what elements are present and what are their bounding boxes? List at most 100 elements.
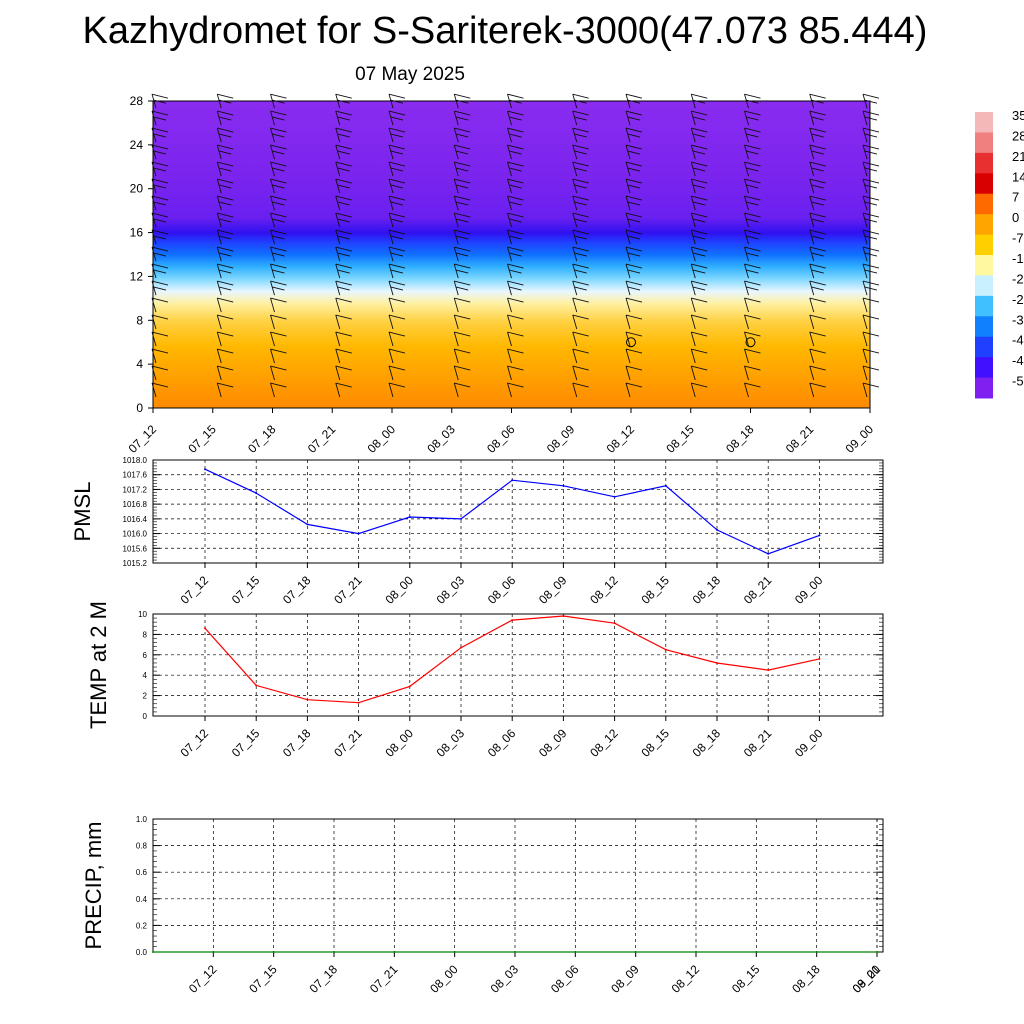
wind-barb-flag <box>572 93 589 99</box>
wind-barb-shaft <box>388 144 394 160</box>
wind-barb-flag <box>272 252 285 257</box>
wind-barb-shaft <box>335 144 341 160</box>
wind-barb-shaft <box>572 246 578 262</box>
wind-barb-flag <box>217 246 234 252</box>
wind-barb-flag <box>456 150 469 155</box>
wind-barb-shaft <box>216 94 222 109</box>
wind-barb-flag <box>572 348 589 354</box>
wind-barb-flag <box>744 161 761 167</box>
wind-barb-flag <box>572 161 589 167</box>
wind-barb-flag <box>809 110 826 116</box>
wind-barb-shaft <box>862 144 868 160</box>
wind-barb-shaft <box>270 110 275 126</box>
wind-barb-flag <box>390 133 404 138</box>
wind-barb-shaft <box>216 110 222 126</box>
wind-barb-flag <box>509 133 522 138</box>
wind-barb-shaft <box>270 127 275 143</box>
wind-barb-shaft <box>151 314 157 330</box>
data-point <box>562 615 565 618</box>
wind-barb-flag <box>809 382 826 388</box>
wind-barb-flag <box>217 280 234 286</box>
wind-barb-flag <box>744 229 761 235</box>
wind-barb-shaft <box>507 382 512 398</box>
wind-barb-shaft <box>270 348 275 364</box>
x-tick-label: 08_03 <box>424 422 458 456</box>
calm-wind-marker <box>745 337 756 348</box>
wind-barb-shaft <box>151 263 157 279</box>
wind-barb-shaft <box>453 348 459 364</box>
wind-barb-shaft <box>507 195 512 211</box>
wind-barb-shaft <box>572 144 578 160</box>
wind-barb-flag <box>864 235 878 240</box>
wind-barb-flag <box>574 150 587 155</box>
wind-barb-flag <box>574 269 587 274</box>
wind-barb-flag <box>153 269 167 274</box>
wind-barb-flag <box>151 93 169 99</box>
wind-barb-flag <box>507 280 524 286</box>
data-point <box>357 701 360 704</box>
wind-barb-shaft <box>809 297 815 313</box>
wind-barb-flag <box>809 127 826 133</box>
wind-barb-flag <box>454 127 471 133</box>
wind-barb-shaft <box>270 178 275 194</box>
wind-barb-flag <box>388 229 406 235</box>
wind-barb-flag <box>574 252 587 257</box>
wind-barb-shaft <box>572 212 578 228</box>
y-tick-label: 0.6 <box>136 868 148 877</box>
wind-barb-flag <box>691 331 708 337</box>
wind-barb-flag <box>627 116 641 121</box>
wind-barb-flag <box>337 150 350 155</box>
wind-barb-shaft <box>216 178 222 194</box>
wind-barb-flag <box>454 314 471 320</box>
wind-barb-shaft <box>572 161 578 177</box>
wind-barb-flag <box>746 184 759 189</box>
wind-barb-flag <box>691 314 708 320</box>
wind-barb-flag <box>744 212 761 218</box>
wind-barb-flag <box>691 263 708 269</box>
wind-barb-flag <box>811 133 824 138</box>
wind-barb-flag <box>507 127 524 133</box>
wind-barb-flag <box>217 263 234 269</box>
wind-barb-flag <box>270 280 287 286</box>
wind-barb-flag <box>151 110 169 116</box>
colorbar-label: -1 <box>1012 251 1024 266</box>
wind-barb-shaft <box>270 229 275 245</box>
wind-barb-shaft <box>809 212 815 228</box>
wind-barb-flag <box>811 99 824 104</box>
wind-barb-flag <box>217 348 234 354</box>
wind-barb-shaft <box>625 195 631 211</box>
wind-barb-flag <box>388 110 406 116</box>
panel-1: 1015.2 1015.6 1016.0 1016.4 1016.8 1017.2 1017… <box>70 456 884 607</box>
wind-barb-flag <box>744 263 761 269</box>
wind-barb-flag <box>809 348 826 354</box>
panel-3: 0.0 0.2 0.4 0.6 0.8 1.0 07_12 07_15 07_18 07_21 08… <box>81 815 884 996</box>
wind-barb-flag <box>572 365 589 371</box>
x-tick-label: 09_00 <box>843 422 877 456</box>
colorbar-label: -3 <box>1012 312 1024 327</box>
wind-barb-flag <box>625 127 643 133</box>
data-point <box>514 951 516 953</box>
wind-barb-flag <box>507 246 524 252</box>
wind-barb-shaft <box>690 94 696 109</box>
data-point <box>460 517 462 520</box>
wind-barb-flag <box>217 144 234 150</box>
wind-barb-flag <box>693 167 706 172</box>
wind-barb-shaft <box>270 382 275 398</box>
wind-barb-flag <box>862 246 880 252</box>
wind-barb-flag <box>151 246 169 252</box>
wind-barb-flag <box>625 161 643 167</box>
wind-barb-flag <box>335 365 352 371</box>
wind-barb-shaft <box>809 229 815 245</box>
wind-barb-flag <box>746 286 759 291</box>
x-tick-label: 08_15 <box>638 573 672 607</box>
wind-barb-shaft <box>625 144 631 160</box>
wind-barb-shaft <box>690 263 696 279</box>
y-tick-label: 0.4 <box>136 895 148 904</box>
wind-barb-shaft <box>862 246 868 262</box>
wind-barb-flag <box>388 280 406 286</box>
wind-barb-shaft <box>270 365 275 381</box>
wind-barb-flag <box>456 201 469 206</box>
wind-barb-flag <box>627 286 641 291</box>
wind-barb-flag <box>272 286 285 291</box>
